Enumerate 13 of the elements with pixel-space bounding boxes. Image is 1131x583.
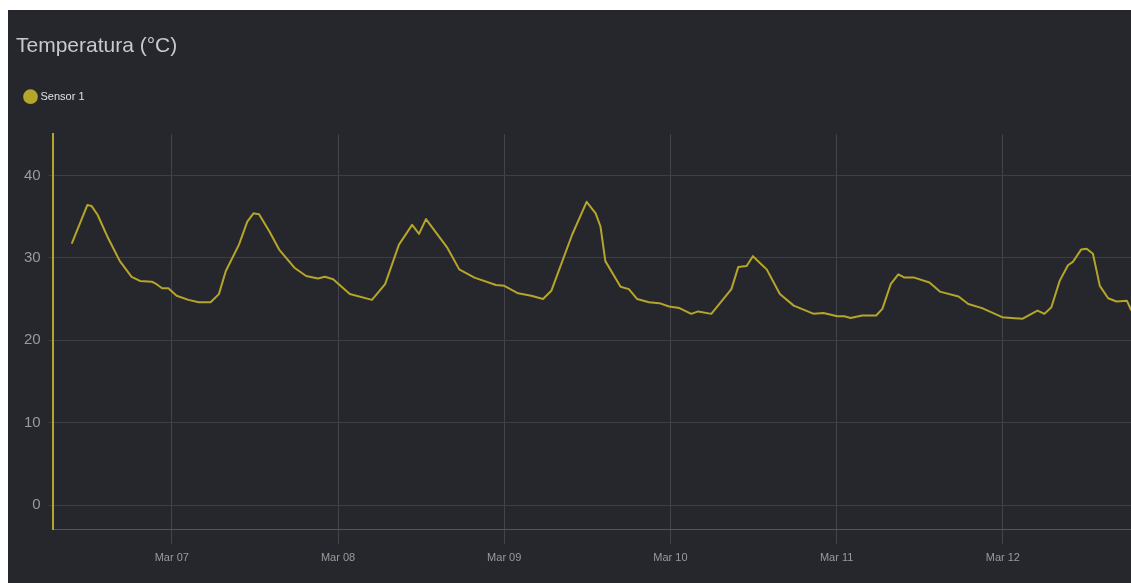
x-tick-label: Mar 08	[320, 551, 356, 564]
legend-label: Sensor 1	[40, 89, 85, 102]
y-tick-label: 40	[24, 165, 41, 183]
chart-title: Temperatura (°C)	[16, 33, 178, 57]
y-tick-label: 30	[24, 247, 41, 265]
x-tick-label: Mar 12	[985, 551, 1020, 564]
y-tick-label: 10	[24, 412, 41, 430]
x-tick-label: Mar 09	[487, 551, 522, 564]
y-tick-label: 0	[32, 495, 41, 513]
x-tick-label: Mar 11	[819, 551, 854, 564]
y-tick-label: 20	[24, 330, 41, 348]
x-tick-label: Mar 10	[653, 551, 688, 564]
x-tick-label: Mar 07	[154, 551, 189, 564]
